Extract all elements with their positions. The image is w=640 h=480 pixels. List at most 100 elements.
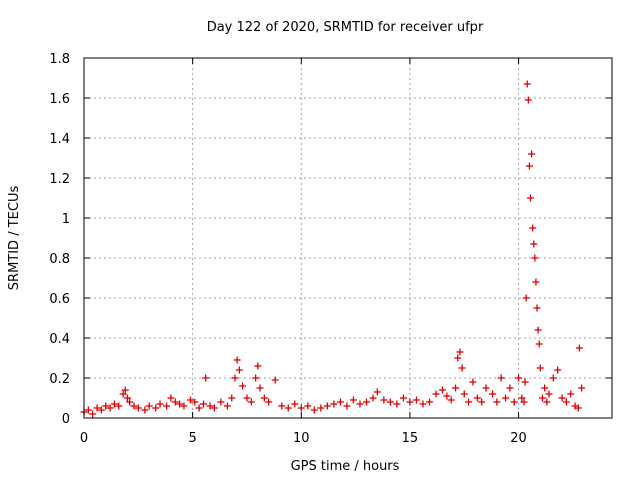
y-tick-label: 1.2 <box>49 172 70 187</box>
data-point <box>356 400 364 408</box>
data-point <box>265 398 273 406</box>
data-point <box>284 404 292 412</box>
data-point <box>200 400 208 408</box>
data-point <box>536 364 544 372</box>
data-point <box>210 404 218 412</box>
data-point <box>330 400 338 408</box>
data-point <box>171 398 179 406</box>
data-point <box>439 386 447 394</box>
data-point <box>522 294 530 302</box>
data-point <box>373 388 381 396</box>
data-point <box>419 400 427 408</box>
data-point <box>156 400 164 408</box>
data-point <box>121 386 129 394</box>
data-point <box>89 410 97 418</box>
chart-title: Day 122 of 2020, SRMTID for receiver ufp… <box>207 20 484 35</box>
data-point <box>152 404 160 412</box>
data-point <box>247 398 255 406</box>
y-axis-ticks: 0 0.2 0.4 0.6 0.8 1 1.2 1.4 1.6 1.8 <box>49 52 612 427</box>
data-point <box>502 394 510 402</box>
data-point <box>235 366 243 374</box>
data-point <box>349 396 357 404</box>
data-point <box>291 400 299 408</box>
data-point <box>106 404 114 412</box>
y-tick-label: 1 <box>62 212 70 227</box>
data-point <box>506 384 514 392</box>
y-tick-label: 0.2 <box>49 372 70 387</box>
data-point <box>538 394 546 402</box>
data-point <box>541 384 549 392</box>
data-point <box>393 400 401 408</box>
data-point <box>369 394 377 402</box>
data-point <box>465 398 473 406</box>
data-point <box>521 378 529 386</box>
data-point <box>256 384 264 392</box>
data-point <box>534 326 542 334</box>
data-point <box>545 390 553 398</box>
x-axis-ticks: 0 5 10 15 20 <box>80 58 527 446</box>
y-axis-label: SRMTID / TECUs <box>7 186 22 291</box>
y-tick-label: 1.4 <box>49 132 70 147</box>
data-point <box>336 398 344 406</box>
data-point <box>473 394 481 402</box>
data-point <box>562 398 570 406</box>
data-point <box>578 384 586 392</box>
data-point <box>458 364 466 372</box>
data-point <box>482 384 490 392</box>
data-point <box>243 394 251 402</box>
data-point <box>176 400 184 408</box>
x-tick-label: 5 <box>189 431 197 446</box>
data-point <box>478 398 486 406</box>
data-point <box>460 390 468 398</box>
data-point <box>533 304 541 312</box>
data-point <box>206 402 214 410</box>
data-point <box>554 366 562 374</box>
data-point <box>532 278 540 286</box>
data-point <box>145 402 153 410</box>
data-point <box>523 80 531 88</box>
data-point <box>530 240 538 248</box>
data-point <box>515 374 523 382</box>
data-point <box>406 398 414 406</box>
data-point <box>278 402 286 410</box>
data-point <box>123 394 131 402</box>
data-point <box>432 390 440 398</box>
data-point <box>317 404 325 412</box>
data-point <box>425 398 433 406</box>
data-point <box>488 390 496 398</box>
data-point <box>535 340 543 348</box>
data-point <box>443 392 451 400</box>
data-point <box>254 362 262 370</box>
data-point <box>167 394 175 402</box>
data-point <box>93 404 101 412</box>
y-tick-label: 1.6 <box>49 92 70 107</box>
data-point <box>217 398 225 406</box>
data-point <box>528 150 536 158</box>
data-point <box>231 374 239 382</box>
data-point <box>191 398 199 406</box>
grid-lines <box>84 58 612 418</box>
plot-frame <box>83 57 613 419</box>
data-point <box>531 254 539 262</box>
x-tick-label: 20 <box>510 431 527 446</box>
data-point <box>130 402 138 410</box>
x-tick-label: 0 <box>80 431 88 446</box>
data-point <box>543 398 551 406</box>
data-point <box>180 402 188 410</box>
y-tick-label: 0.4 <box>49 332 70 347</box>
data-point <box>195 404 203 412</box>
data-point <box>575 344 583 352</box>
data-point <box>186 396 194 404</box>
data-point <box>549 374 557 382</box>
data-point <box>447 396 455 404</box>
data-point <box>343 402 351 410</box>
data-point <box>380 396 388 404</box>
data-point <box>558 394 566 402</box>
data-point <box>126 398 134 406</box>
data-point <box>97 406 105 414</box>
data-point <box>252 374 260 382</box>
x-axis-label: GPS time / hours <box>291 459 400 474</box>
data-point <box>84 406 92 414</box>
data-point <box>567 390 575 398</box>
